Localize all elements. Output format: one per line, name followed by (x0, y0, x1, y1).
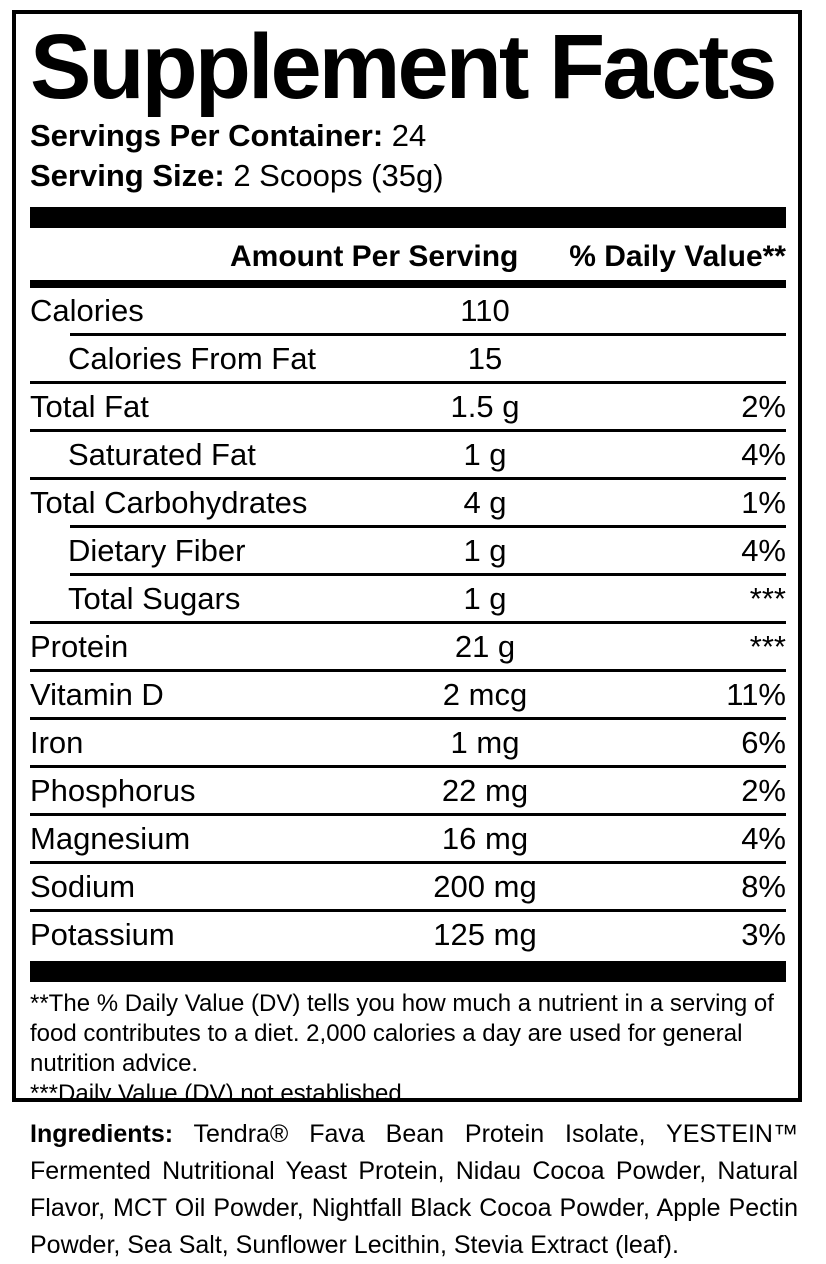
nutrient-name: Vitamin D (30, 676, 164, 712)
nutrient-amount: 1.5 g (450, 388, 520, 424)
ingredients-paragraph: Ingredients: Tendra® Fava Bean Protein I… (30, 1116, 798, 1264)
nutrient-daily-value: *** (749, 628, 786, 664)
nutrient-daily-value: 1% (741, 484, 786, 520)
nutrient-row: Vitamin D 2 mcg 11% (30, 672, 786, 717)
row-separator (70, 573, 786, 576)
row-separator (70, 525, 786, 528)
nutrient-row: Total Carbohydrates 4 g 1% (30, 480, 786, 525)
nutrient-daily-value: 2% (741, 388, 786, 424)
nutrient-daily-value: 4% (741, 436, 786, 472)
divider-bar-top (30, 207, 786, 228)
nutrient-name: Protein (30, 628, 129, 664)
nutrient-name: Dietary Fiber (68, 532, 246, 568)
row-separator (30, 429, 786, 432)
nutrient-daily-value: *** (749, 580, 786, 616)
nutrient-name: Phosphorus (30, 772, 196, 808)
footnotes: **The % Daily Value (DV) tells you how m… (30, 989, 786, 1102)
nutrient-name: Sodium (30, 868, 136, 904)
nutrient-amount: 1 g (463, 532, 507, 568)
column-header-amount: Amount Per Serving (230, 240, 519, 273)
table-header-row: Amount Per Serving % Daily Value** (30, 228, 786, 280)
nutrient-row: Protein 21 g *** (30, 624, 786, 669)
nutrient-amount: 4 g (463, 484, 507, 520)
panel-title: Supplement Facts (30, 16, 777, 118)
servings-per-container-value: 24 (391, 118, 427, 153)
nutrient-amount: 21 g (454, 628, 516, 664)
nutrient-name: Magnesium (30, 820, 191, 856)
serving-size-line: Serving Size: 2 Scoops (35g) (30, 156, 786, 196)
row-separator (30, 381, 786, 384)
nutrient-table: Calories 110 Calories From Fat 15 Total … (30, 288, 786, 957)
row-separator (30, 813, 786, 816)
header-rule (30, 280, 786, 288)
nutrient-daily-value: 4% (741, 532, 786, 568)
row-separator (30, 765, 786, 768)
row-separator (30, 621, 786, 624)
nutrient-daily-value: 4% (741, 820, 786, 856)
nutrient-daily-value: 2% (741, 772, 786, 808)
nutrient-row: Magnesium 16 mg 4% (30, 816, 786, 861)
row-separator (30, 717, 786, 720)
nutrient-row: Total Sugars 1 g *** (30, 576, 786, 621)
row-separator (30, 909, 786, 912)
nutrient-row: Saturated Fat 1 g 4% (30, 432, 786, 477)
nutrient-amount: 200 mg (433, 868, 537, 904)
row-separator (30, 669, 786, 672)
ingredients-label: Ingredients: (30, 1120, 174, 1148)
nutrient-row: Iron 1 mg 6% (30, 720, 786, 765)
nutrient-name: Total Fat (30, 388, 149, 424)
nutrient-amount: 125 mg (433, 916, 537, 952)
nutrient-amount: 110 (460, 292, 510, 328)
nutrient-row: Phosphorus 22 mg 2% (30, 768, 786, 813)
servings-per-container-line: Servings Per Container: 24 (30, 116, 786, 156)
row-separator (70, 333, 786, 336)
nutrient-daily-value: 3% (741, 916, 786, 952)
supplement-facts-panel: Supplement Facts Servings Per Container:… (12, 10, 802, 1102)
nutrient-name: Potassium (30, 916, 175, 952)
footnote-daily-value: **The % Daily Value (DV) tells you how m… (30, 990, 774, 1077)
nutrient-name: Total Carbohydrates (30, 484, 308, 520)
nutrient-amount: 15 (467, 340, 503, 376)
column-header-daily-value: % Daily Value** (569, 240, 786, 273)
nutrient-row: Sodium 200 mg 8% (30, 864, 786, 909)
nutrient-daily-value: 11% (726, 676, 786, 712)
serving-size-label: Serving Size: (30, 158, 225, 193)
nutrient-amount: 22 mg (441, 772, 529, 808)
row-separator (30, 861, 786, 864)
servings-per-container-label: Servings Per Container: (30, 118, 384, 153)
serving-size-value: 2 Scoops (35g) (233, 158, 444, 193)
nutrient-amount: 1 g (463, 436, 507, 472)
nutrient-amount: 16 mg (441, 820, 529, 856)
row-separator (30, 477, 786, 480)
nutrient-daily-value: 6% (741, 724, 786, 760)
nutrient-row: Total Fat 1.5 g 2% (30, 384, 786, 429)
nutrient-name: Saturated Fat (68, 436, 256, 472)
nutrient-row: Calories 110 (30, 288, 786, 333)
divider-bar-bottom (30, 961, 786, 982)
nutrient-amount: 1 mg (450, 724, 520, 760)
nutrient-daily-value: 8% (741, 868, 786, 904)
nutrient-name: Calories From Fat (68, 340, 317, 376)
nutrient-amount: 1 g (463, 580, 507, 616)
nutrient-name: Total Sugars (68, 580, 241, 616)
nutrient-row: Potassium 125 mg 3% (30, 912, 786, 957)
nutrient-row: Calories From Fat 15 (30, 336, 786, 381)
nutrient-row: Dietary Fiber 1 g 4% (30, 528, 786, 573)
nutrient-amount: 2 mcg (442, 676, 528, 712)
footnote-not-established: ***Daily Value (DV) not established. (30, 1080, 409, 1102)
nutrient-name: Iron (30, 724, 84, 760)
nutrient-name: Calories (30, 292, 144, 328)
